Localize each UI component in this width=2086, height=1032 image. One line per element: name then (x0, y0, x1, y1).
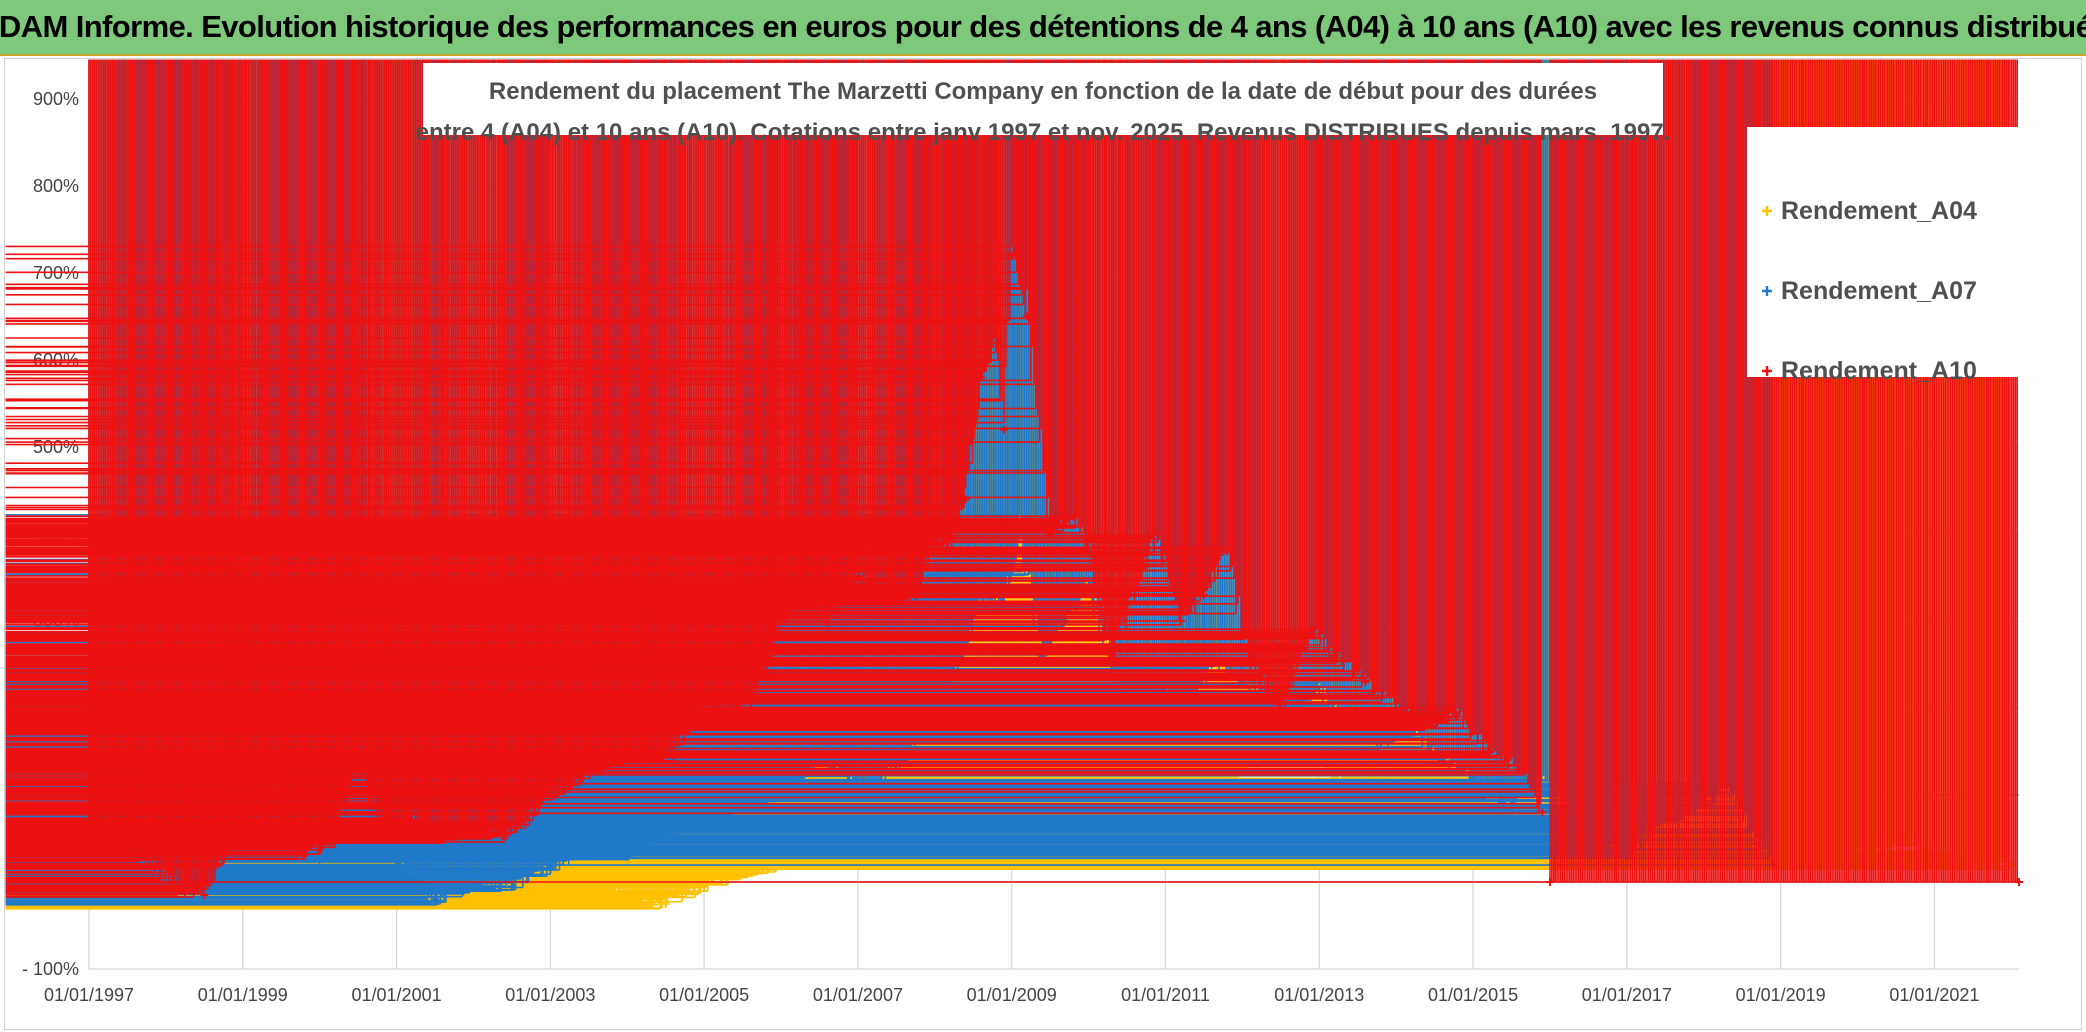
banner-title: ADAM Informe. Evolution historique des p… (0, 9, 2086, 44)
x-tick-label: 01/01/2021 (1889, 985, 1979, 1005)
x-tick-label: 01/01/2001 (352, 985, 442, 1005)
x-tick-label: 01/01/2019 (1736, 985, 1826, 1005)
x-tick-label: 01/01/2017 (1582, 985, 1672, 1005)
scatter-cloud (5, 59, 2018, 883)
y-tick-label: 800% (33, 176, 79, 196)
legend-marker (1762, 286, 1772, 296)
x-tick-label: 01/01/2003 (505, 985, 595, 1005)
data-point (1023, 312, 1032, 321)
x-tick-label: 01/01/2007 (813, 985, 903, 1005)
chart-title-line-1: Rendement du placement The Marzetti Comp… (489, 78, 1597, 105)
legend-marker (1762, 206, 1772, 216)
legend-marker (1762, 366, 1772, 376)
legend-label: Rendement_A04 (1781, 197, 1977, 225)
banner: ADAM Informe. Evolution historique des p… (0, 0, 2086, 56)
data-point (1361, 677, 1370, 686)
legend: Rendement_A04 Rendement_A07 Rendement_A10 (1747, 127, 2019, 385)
scatter-cloud (5, 59, 1542, 898)
y-tick-label: - 100% (22, 959, 79, 979)
x-tick-label: 01/01/2005 (659, 985, 749, 1005)
series-layer (5, 59, 2023, 910)
y-tick-label: 900% (33, 89, 79, 109)
series-rendement-a10 (5, 59, 1547, 900)
x-tick-label: 01/01/1997 (44, 985, 134, 1005)
legend-label: Rendement_A10 (1781, 357, 1977, 385)
chart-frame: - 100% 0% 100% 200% 300% 400% 500% 600% 700% 800%… (4, 58, 2082, 1030)
data-point (1000, 425, 1009, 434)
x-tick-label: 01/01/2013 (1274, 985, 1364, 1005)
series-rendement-a10-flat- (5, 59, 2023, 886)
x-tick-label: 01/01/2015 (1428, 985, 1518, 1005)
chart-title-line-2: entre 4 (A04) et 10 ans (A10). Cotations… (416, 119, 1671, 146)
data-point (200, 891, 209, 900)
chart-title-group: Rendement du placement The Marzetti Comp… (416, 63, 1671, 146)
x-tick-label: 01/01/1999 (198, 985, 288, 1005)
legend-label: Rendement_A07 (1781, 277, 1977, 305)
data-point (1538, 808, 1547, 817)
chart-plot: - 100%0%100%200%300%400%500%600%700%800%… (5, 59, 2023, 1005)
x-tick-label: 01/01/2009 (967, 985, 1057, 1005)
x-tick-label: 01/01/2011 (1121, 985, 1210, 1005)
y-tick-label: 500% (33, 437, 79, 457)
